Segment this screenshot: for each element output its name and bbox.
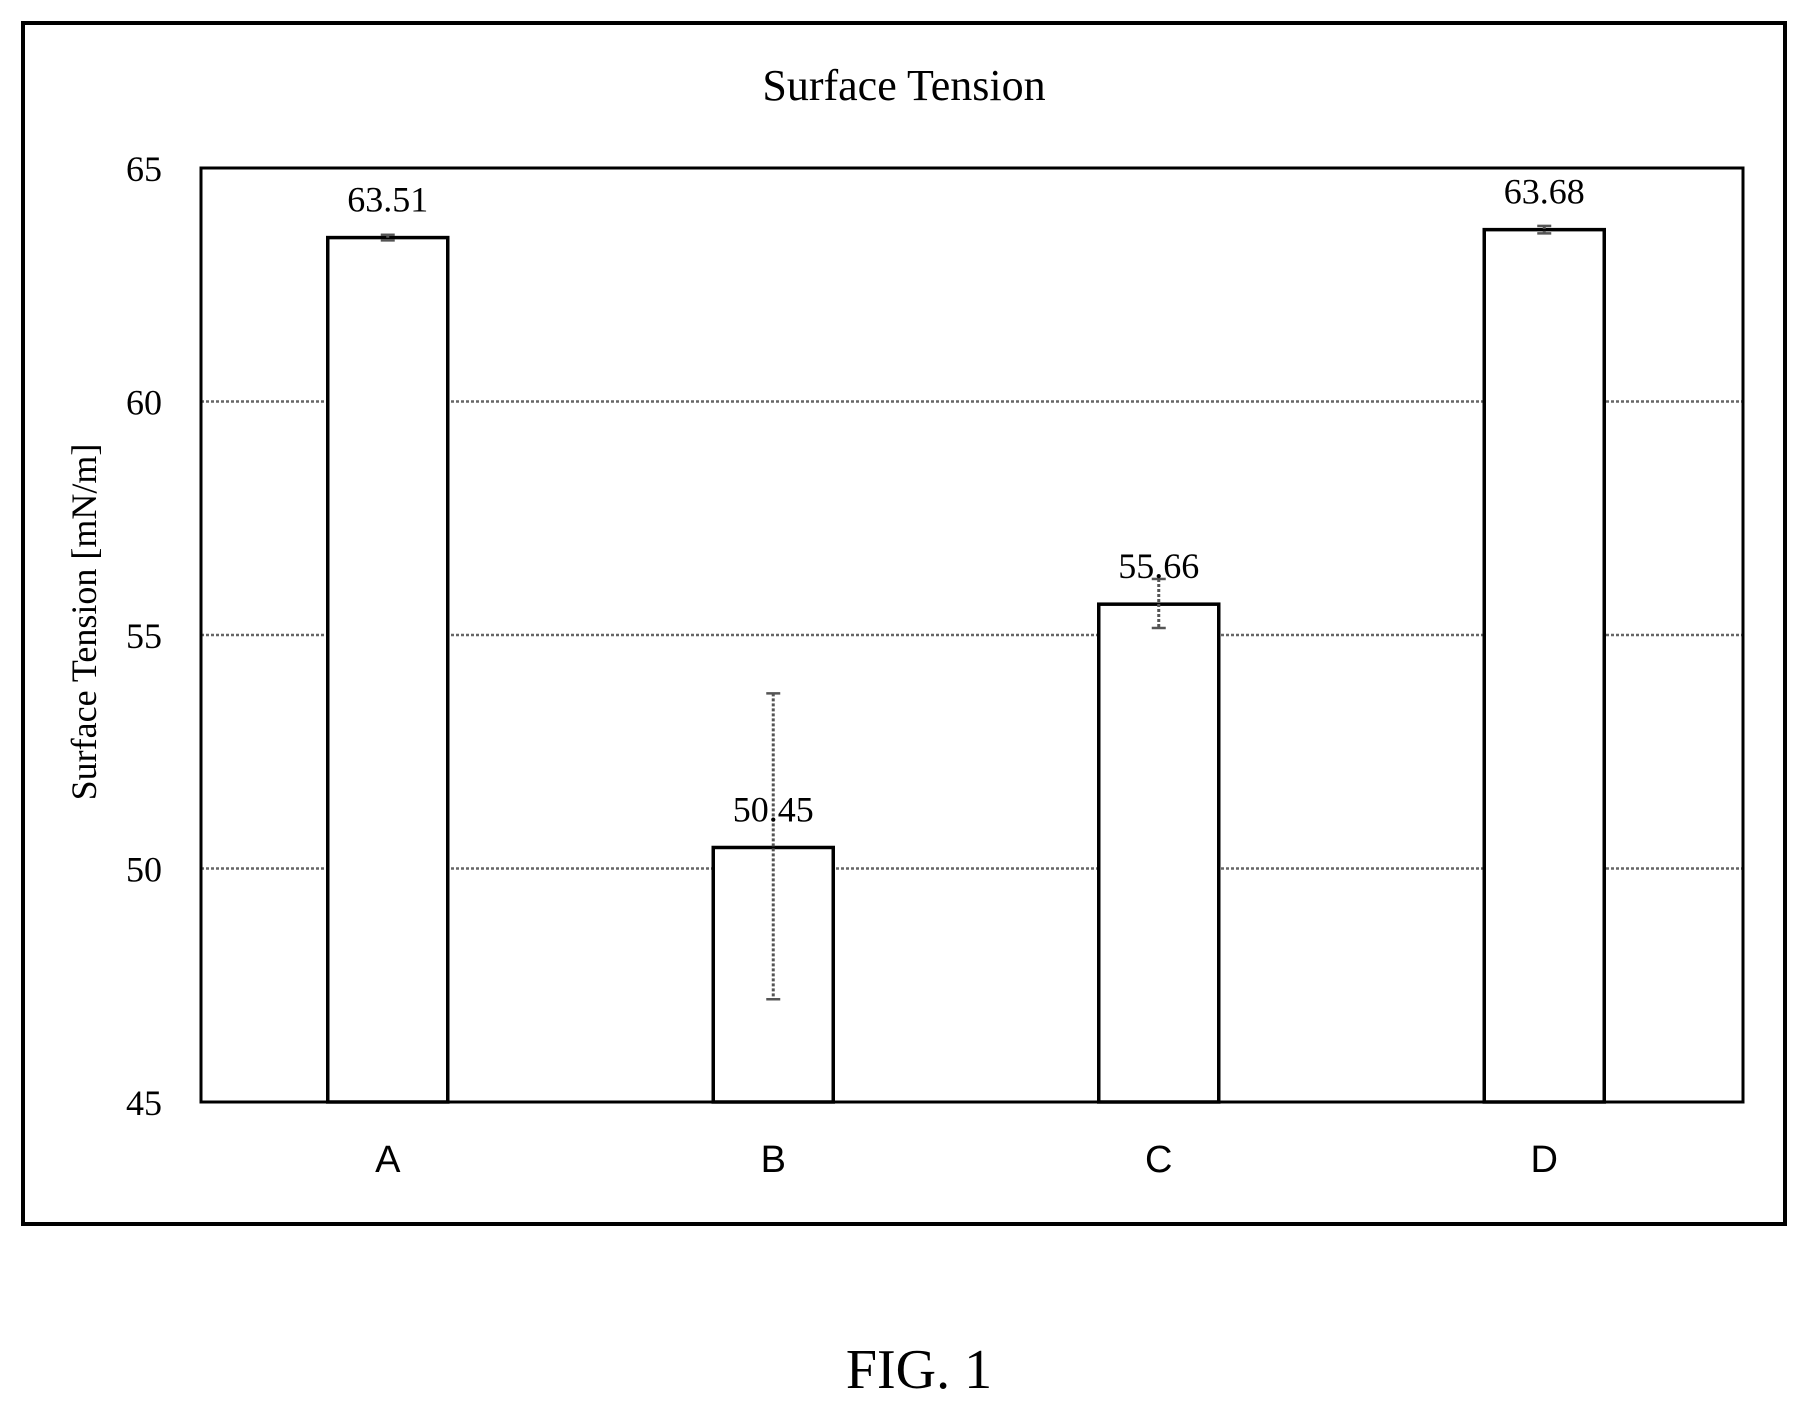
y-tick-label: 65 xyxy=(126,149,162,189)
x-tick-label: C xyxy=(1145,1139,1172,1181)
bars xyxy=(326,227,1606,1104)
y-tick-label: 60 xyxy=(126,383,162,423)
chart-title: Surface Tension xyxy=(762,61,1045,110)
bar-d xyxy=(1482,227,1606,1104)
data-label: 63.68 xyxy=(1504,172,1585,212)
y-axis-label: Surface Tension [mN/m] xyxy=(64,444,104,801)
x-tick-label: A xyxy=(375,1139,401,1181)
error-bar xyxy=(766,692,781,1001)
y-tick-labels: 45 50 55 60 65 xyxy=(126,149,162,1123)
x-tick-label: B xyxy=(761,1139,786,1181)
plot-area-frame xyxy=(199,166,1745,1104)
bar-c xyxy=(1097,602,1221,1104)
bar-a xyxy=(326,235,450,1104)
figure-label: FIG. 1 xyxy=(846,1339,992,1401)
data-labels: 63.51 50.45 55.66 63.68 xyxy=(347,172,1585,830)
data-label: 50.45 xyxy=(733,789,814,829)
error-bar xyxy=(1151,577,1166,630)
y-tick-label: 55 xyxy=(126,616,162,656)
error-bar xyxy=(1537,224,1552,235)
x-tick-label: D xyxy=(1531,1139,1558,1181)
y-tick-label: 50 xyxy=(126,850,162,890)
data-label: 55.66 xyxy=(1118,546,1199,586)
error-bars xyxy=(380,224,1552,1001)
x-tick-labels: A B C D xyxy=(375,1139,1558,1181)
data-label: 63.51 xyxy=(347,180,428,220)
y-tick-label: 45 xyxy=(126,1083,162,1123)
error-bar xyxy=(380,233,395,242)
